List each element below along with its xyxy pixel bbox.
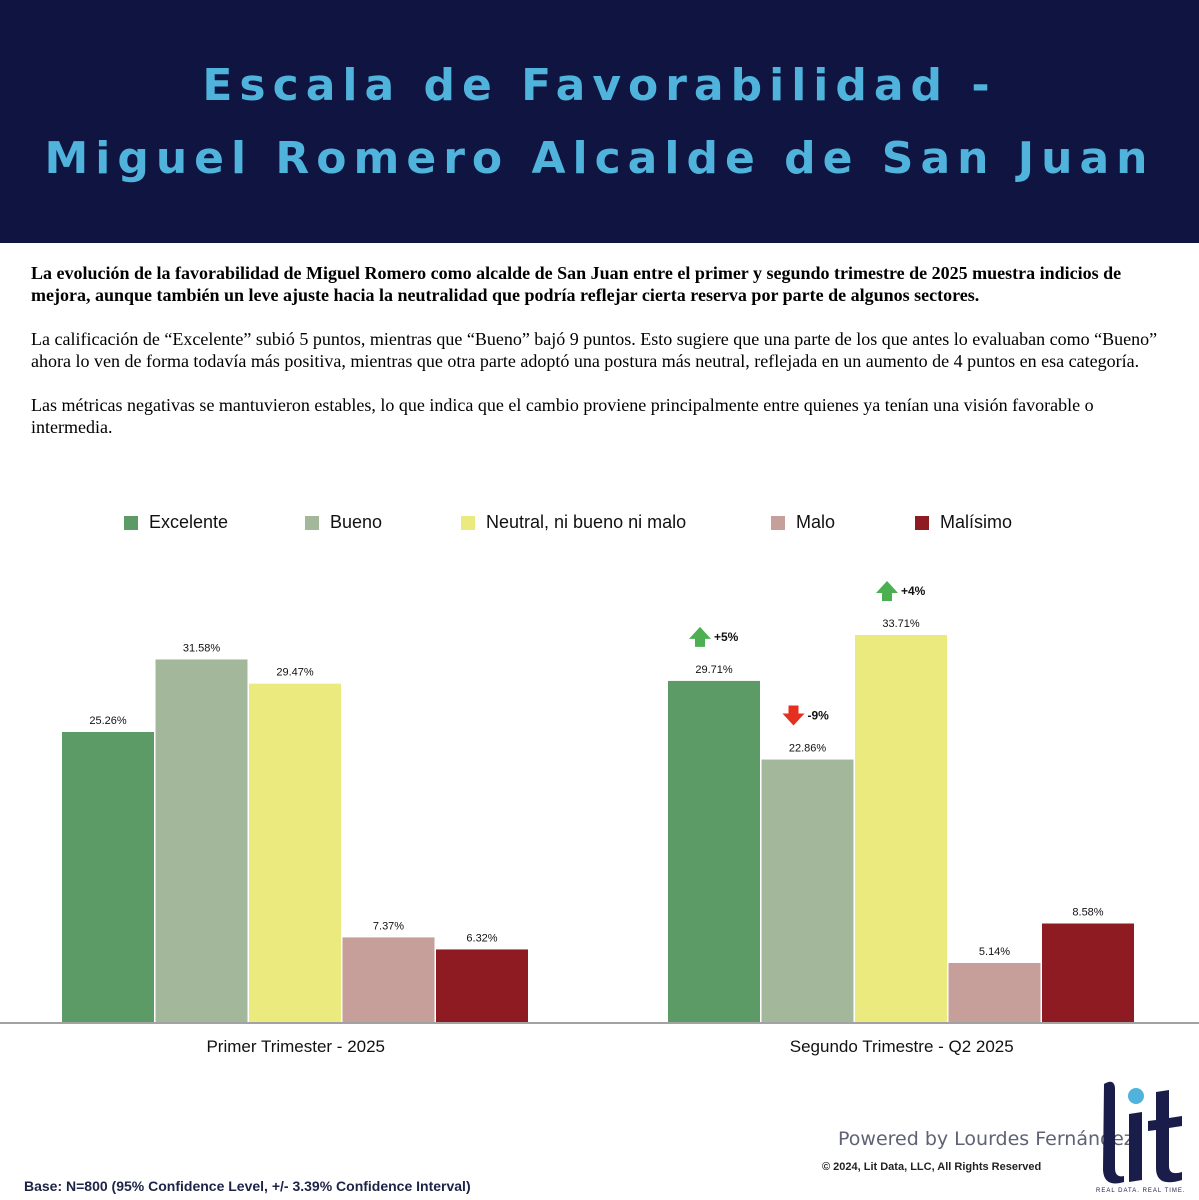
data-label: 31.58%	[183, 642, 221, 654]
down-arrow-icon	[782, 705, 805, 726]
data-label: 7.37%	[373, 920, 404, 932]
legend-swatch-neutral	[461, 516, 475, 530]
intro-paragraph-2: La calificación de “Excelente” subió 5 p…	[31, 329, 1158, 371]
data-label: 33.71%	[882, 618, 920, 630]
up-arrow-icon	[876, 581, 898, 601]
up-arrow-icon	[689, 626, 711, 647]
legend-label-bueno: Bueno	[330, 512, 383, 532]
intro-paragraph-3: Las métricas negativas se mantuvieron es…	[31, 395, 1094, 437]
change-annotation: -9%	[808, 709, 830, 723]
powered-by-text: Powered by Lourdes Fernández	[838, 1128, 1134, 1150]
bar-malísimo-1	[436, 949, 528, 1022]
bar-excelente-2	[668, 680, 760, 1022]
header-banner: Escala de Favorabilidad - Miguel Romero …	[0, 0, 1199, 243]
lit-logo	[1103, 1081, 1182, 1184]
data-label: 29.71%	[695, 664, 733, 676]
bar-malo-1	[342, 937, 435, 1022]
legend-label-excelente: Excelente	[149, 512, 229, 532]
intro-paragraph-1: La evolución de la favorabilidad de Migu…	[31, 263, 1122, 305]
legend-swatch-excelente	[124, 516, 138, 530]
legend-label-neutral: Neutral, ni bueno ni malo	[486, 512, 687, 532]
page-title-line-1: Escala de Favorabilidad -	[202, 60, 997, 111]
intro-text: La evolución de la favorabilidad de Migu…	[31, 262, 1166, 460]
data-label: 25.26%	[89, 715, 127, 727]
bar-bueno-2	[761, 759, 854, 1022]
bar-neutral-1	[249, 683, 341, 1022]
legend-label-malisimo: Malísimo	[940, 512, 1013, 532]
data-label: 6.32%	[466, 932, 497, 944]
logo-tagline: REAL DATA. REAL TIME.	[1096, 1188, 1186, 1194]
bar-neutral-2	[855, 635, 947, 1022]
data-label: 8.58%	[1072, 906, 1103, 918]
legend-swatch-bueno	[305, 516, 319, 530]
data-label: 22.86%	[789, 743, 827, 755]
data-label: 29.47%	[276, 667, 314, 679]
legend-swatch-malo	[771, 516, 785, 530]
bar-chart: 25.26% 31.58% 29.47% 7.37% 6.32% Primer Trime…	[0, 581, 1199, 1056]
legend-label-malo: Malo	[796, 512, 836, 532]
bar-excelente-1	[62, 732, 154, 1022]
copyright-text: © 2024, Lit Data, LLC, All Rights Reserv…	[822, 1161, 1042, 1173]
bar-malísimo-2	[1042, 923, 1134, 1022]
bar-malo-2	[948, 962, 1041, 1022]
base-note: Base: N=800 (95% Confidence Level, +/- 3…	[24, 1178, 471, 1194]
change-annotation: +4%	[901, 584, 926, 598]
category-label: Segundo Trimestre - Q2 2025	[790, 1037, 1014, 1056]
bar-bueno-1	[155, 659, 248, 1022]
page-title-line-2: Miguel Romero Alcalde de San Juan	[44, 133, 1155, 184]
change-annotation: +5%	[714, 630, 739, 644]
category-label: Primer Trimester - 2025	[206, 1037, 385, 1056]
data-label: 5.14%	[979, 946, 1010, 958]
legend-swatch-malisimo	[915, 516, 929, 530]
